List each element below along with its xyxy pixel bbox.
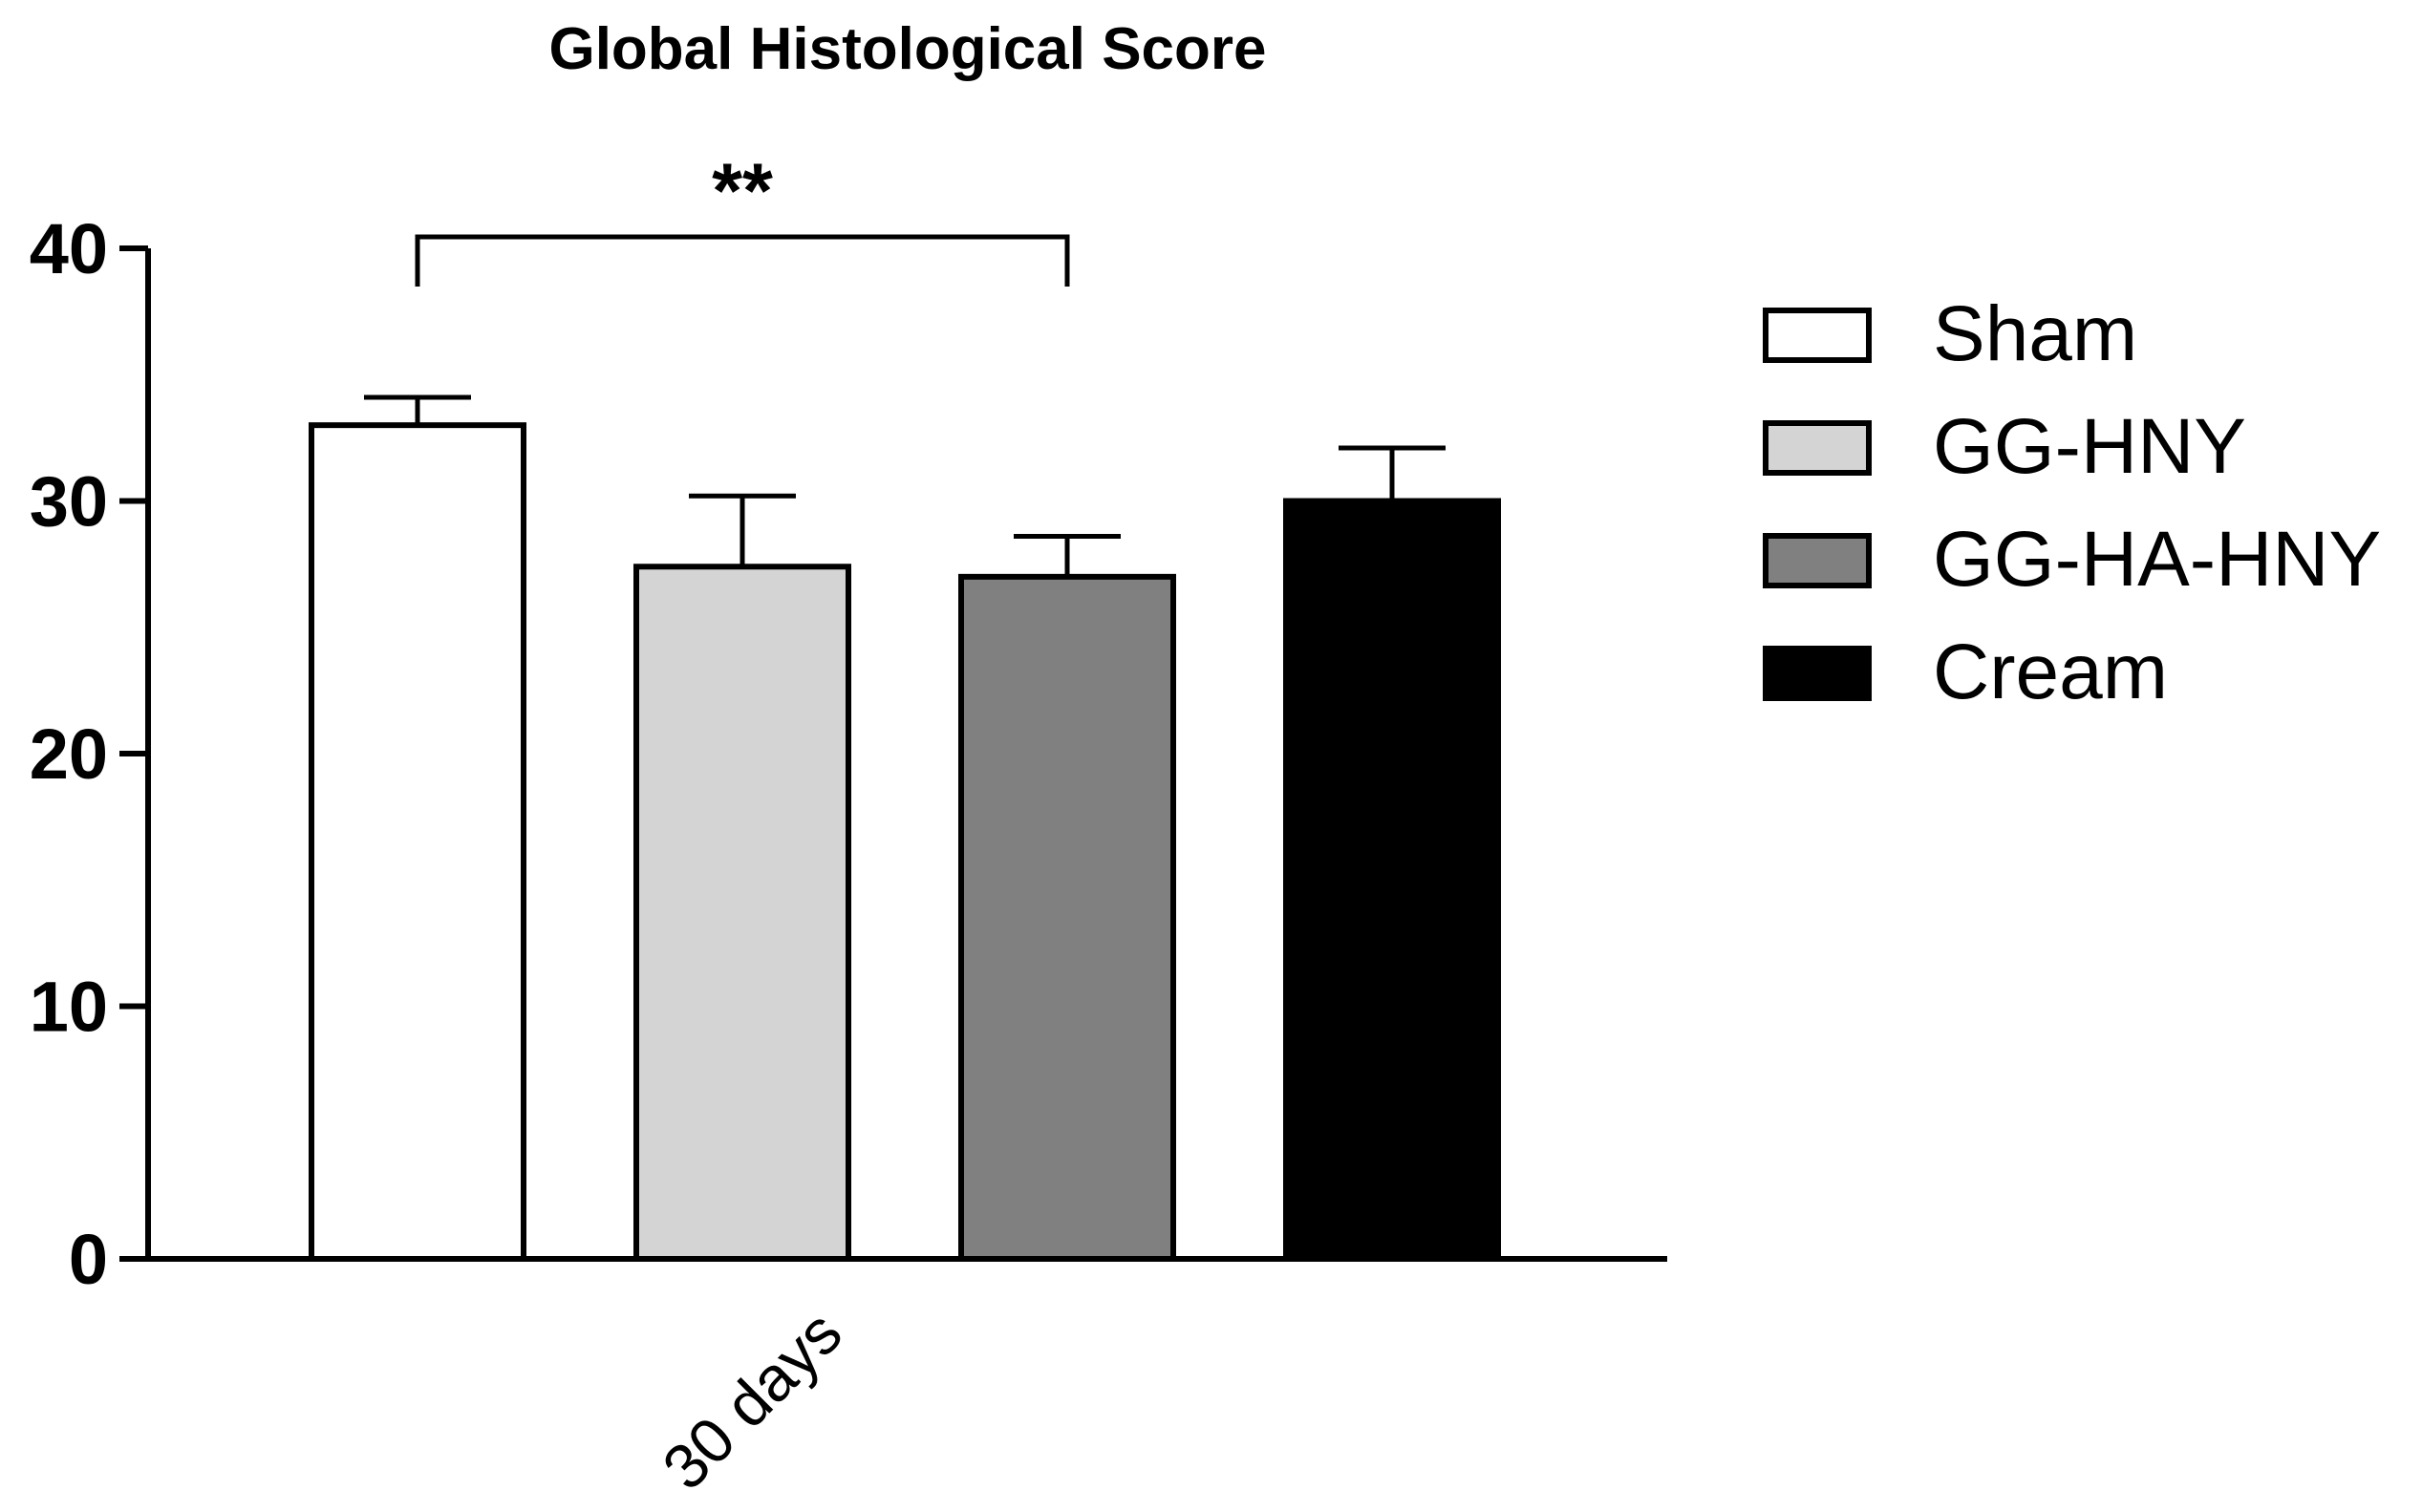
legend-label-sham: Sham	[1933, 290, 2137, 377]
bar-cream	[1283, 498, 1501, 1262]
plot-area: 0 10 20 30 40 30 days **	[30, 148, 1667, 1502]
legend-label-gg-hny: GG-HNY	[1933, 403, 2246, 490]
legend: Sham GG-HNY GG-HA-HNY Cream	[1763, 290, 2381, 715]
y-tick-label: 10	[30, 968, 108, 1047]
y-tick-label: 40	[30, 209, 108, 288]
bar-gg-hny	[633, 564, 851, 1262]
bar-sham	[309, 422, 526, 1262]
chart-title: Global Histological Score	[548, 16, 1266, 82]
y-tick-label: 30	[30, 462, 108, 542]
legend-swatch-gg-hny	[1763, 420, 1872, 476]
significance-bracket	[415, 234, 1070, 287]
bar-gg-ha-hny	[958, 573, 1176, 1262]
x-category-label: 30 days	[649, 1297, 855, 1503]
y-tick-label: 0	[69, 1220, 108, 1299]
legend-label-gg-ha-hny: GG-HA-HNY	[1933, 516, 2381, 603]
y-tick-label: 20	[30, 714, 108, 794]
legend-swatch-cream	[1763, 646, 1872, 701]
significance-label: **	[712, 148, 773, 235]
legend-swatch-gg-ha-hny	[1763, 533, 1872, 588]
legend-swatch-sham	[1763, 308, 1872, 363]
legend-label-cream: Cream	[1933, 628, 2168, 715]
